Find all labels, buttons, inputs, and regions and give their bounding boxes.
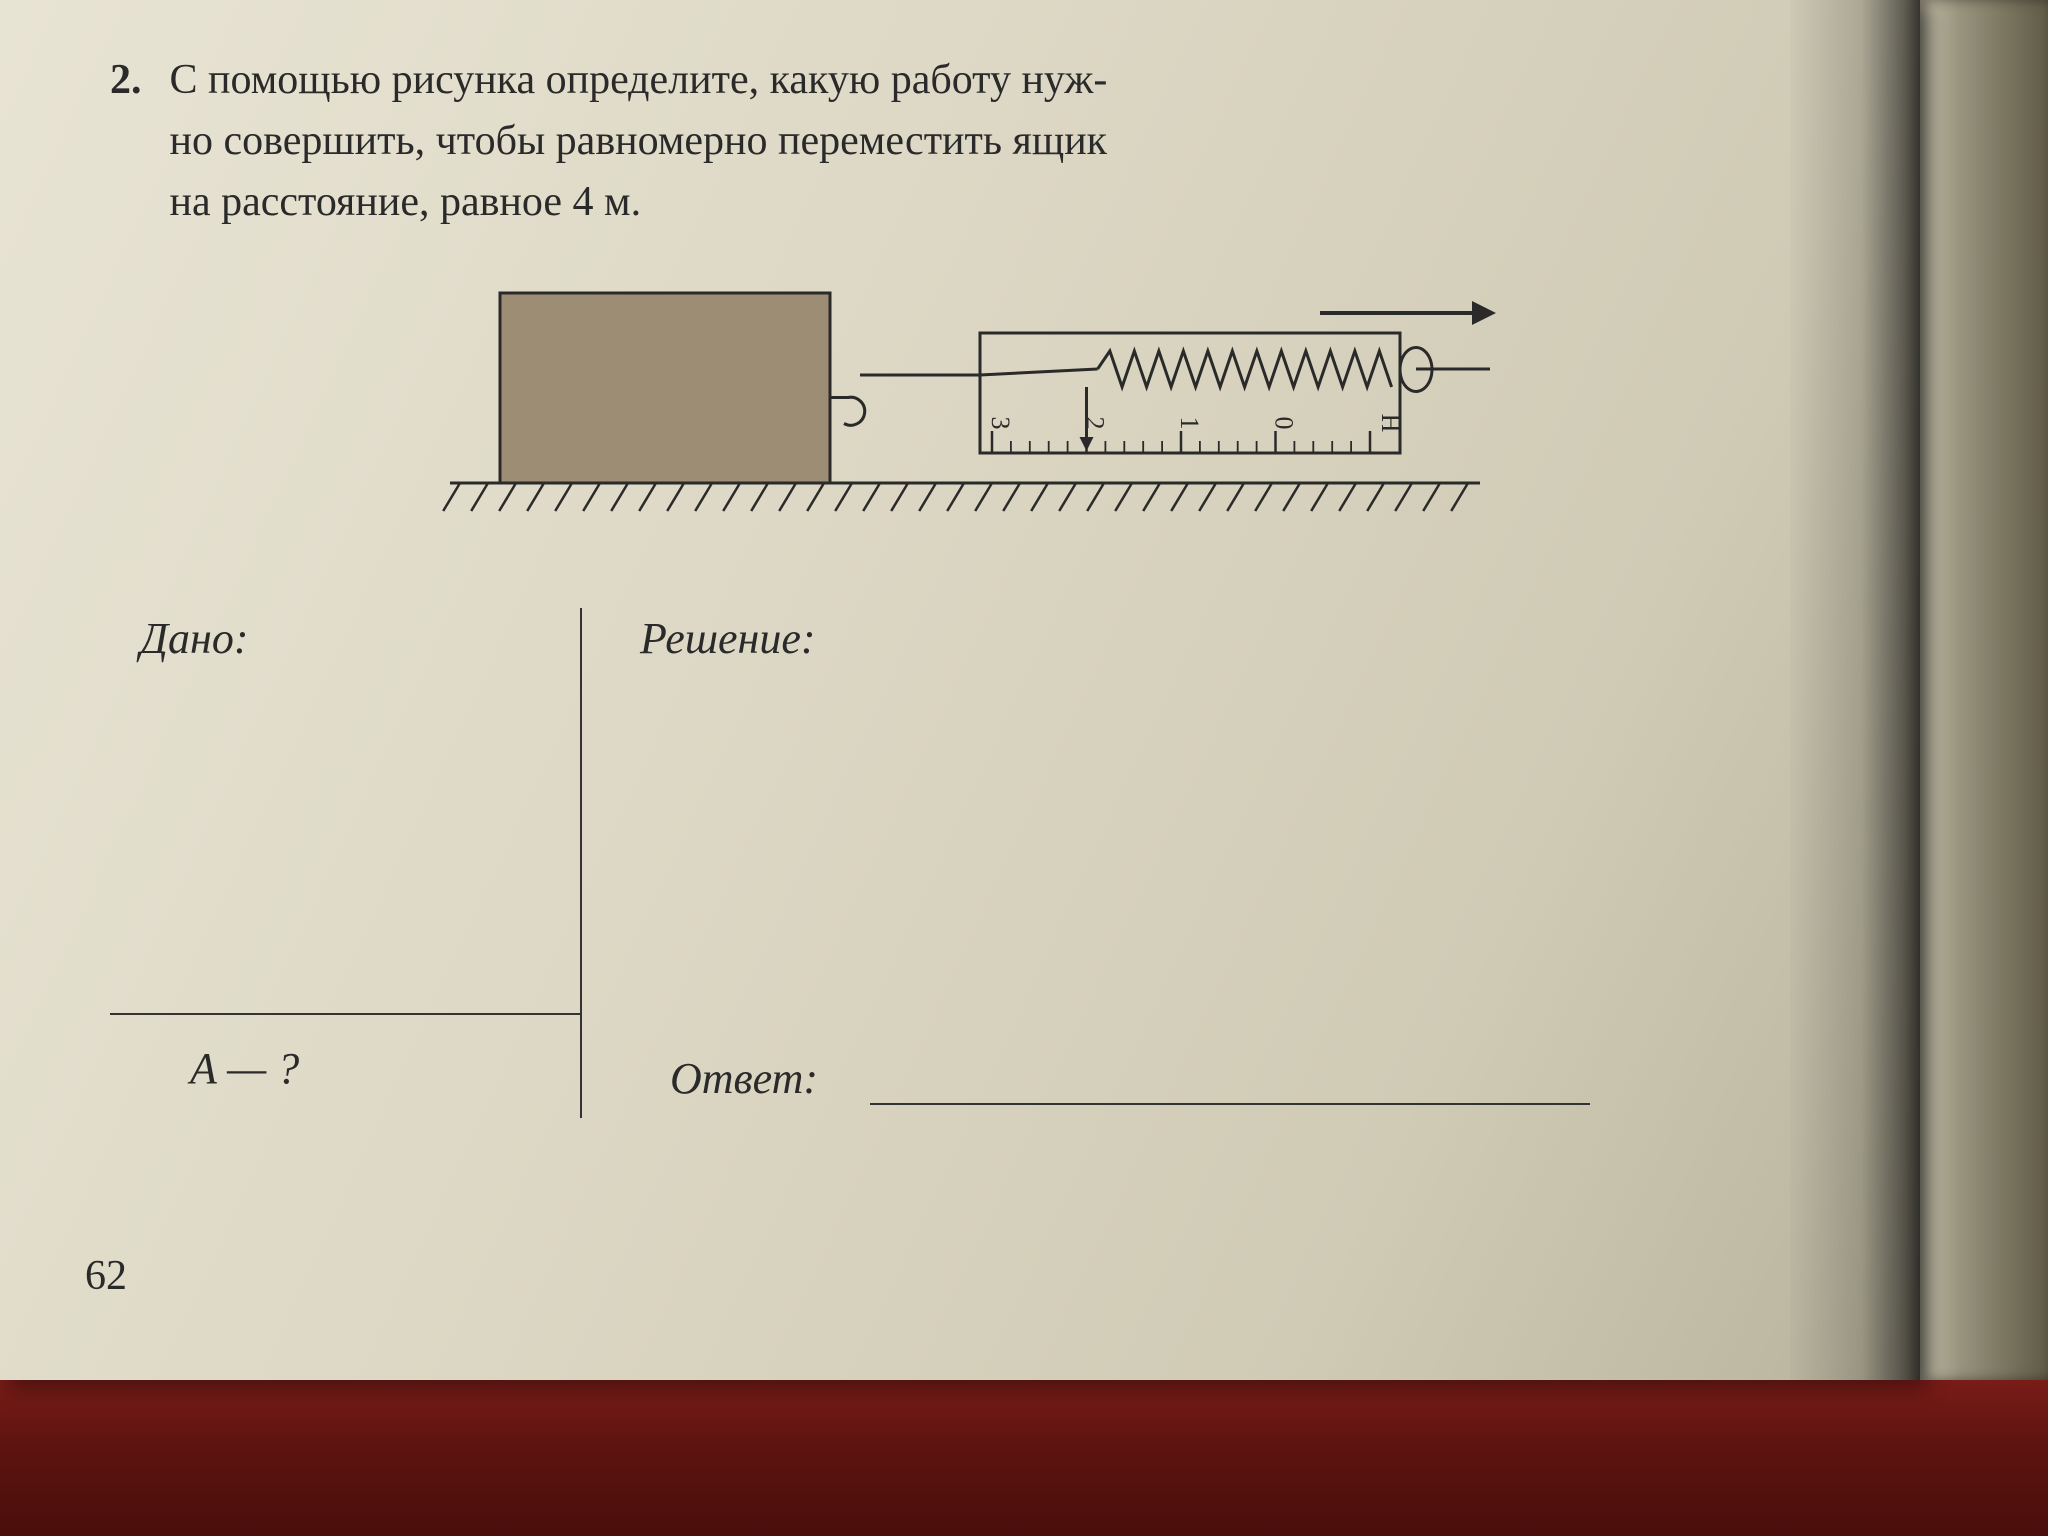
problem-text: С помощью рисунка определите, какую рабо… xyxy=(170,50,1108,233)
problem-line-3: на расстояние, равное 4 м. xyxy=(170,179,642,225)
svg-text:1: 1 xyxy=(1175,416,1204,429)
svg-text:Н: Н xyxy=(1376,413,1405,432)
solution-label: Решение: xyxy=(640,613,816,664)
workbook-page: 2. С помощью рисунка определите, какую р… xyxy=(0,0,1920,1380)
diagram-container: 3 2 1 0 Н xyxy=(110,273,1810,553)
svg-text:0: 0 xyxy=(1270,416,1299,429)
svg-text:3: 3 xyxy=(986,416,1015,429)
problem-block: 2. С помощью рисунка определите, какую р… xyxy=(110,50,1810,233)
facing-page-edge xyxy=(1920,0,2048,1380)
table-surface xyxy=(0,1380,2048,1536)
answer-label: Ответ: xyxy=(670,1053,818,1104)
unknown-label: A — ? xyxy=(190,1043,299,1094)
answer-grid: Дано: Решение: A — ? Ответ: xyxy=(110,613,1810,1133)
problem-number: 2. xyxy=(110,50,142,233)
page-number: 62 xyxy=(85,1252,127,1300)
photo-frame: 2. С помощью рисунка определите, какую р… xyxy=(0,0,2048,1536)
answer-underline xyxy=(870,1103,1590,1105)
given-underline xyxy=(110,1013,580,1015)
svg-text:2: 2 xyxy=(1081,416,1110,429)
problem-line-2: но совершить, чтобы равномерно перемести… xyxy=(170,118,1108,164)
given-label: Дано: xyxy=(140,613,248,664)
vertical-divider xyxy=(580,608,582,1118)
physics-diagram: 3 2 1 0 Н xyxy=(420,273,1500,553)
problem-line-1: С помощью рисунка определите, какую рабо… xyxy=(170,57,1108,103)
